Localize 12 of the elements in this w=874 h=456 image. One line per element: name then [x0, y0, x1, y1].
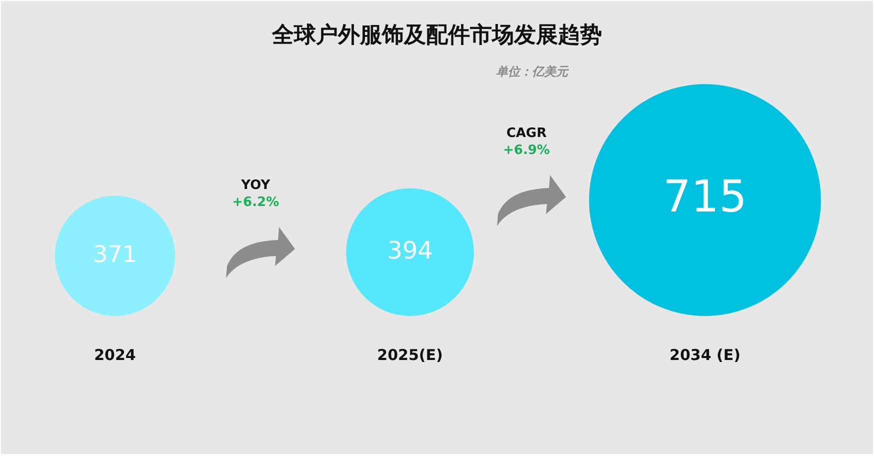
data-label: 371 [93, 242, 137, 268]
data-label: 715 [663, 172, 747, 223]
category-label: 2025(E) [377, 346, 443, 364]
text: YOY [240, 178, 271, 193]
category-label: 2024 [94, 346, 136, 364]
text: 单位：亿美元 [496, 64, 570, 79]
text: +6.2% [232, 194, 280, 210]
data-label: 394 [387, 236, 433, 264]
text: 全球户外服饰及配件市场发展趋势 [271, 22, 602, 48]
category-label: 2034 (E) [670, 346, 740, 364]
text: CAGR [506, 126, 547, 141]
text: +6.9% [503, 142, 550, 158]
